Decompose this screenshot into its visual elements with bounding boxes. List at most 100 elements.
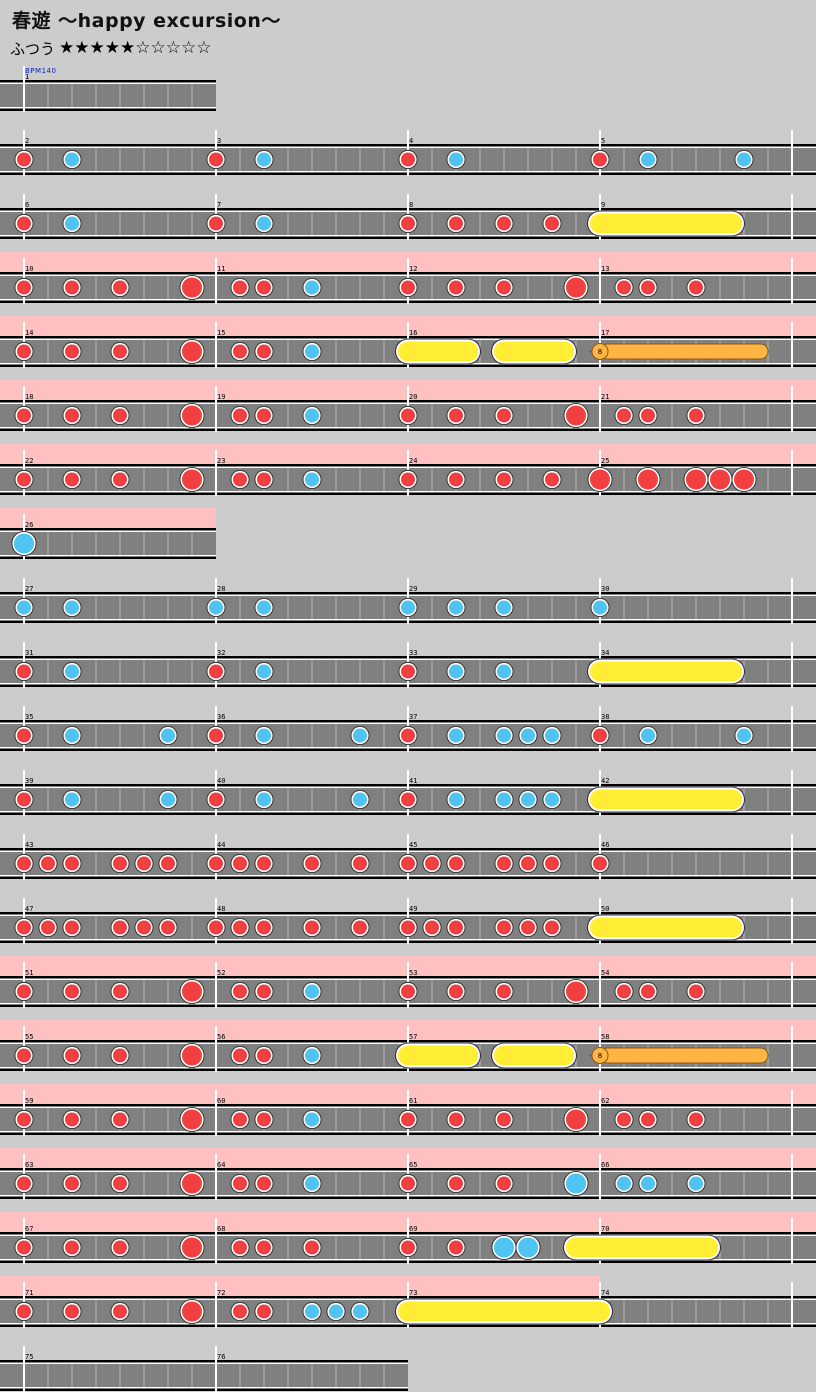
measure-number: 49: [409, 905, 417, 913]
don-note: [209, 152, 223, 167]
ka-note: [17, 600, 31, 615]
big-don-note: [686, 469, 706, 490]
measure-number: 34: [601, 649, 609, 657]
don-note: [257, 920, 271, 935]
measure-number: 4: [409, 137, 413, 145]
don-note: [233, 472, 247, 487]
drumroll-note-outline: [395, 338, 481, 365]
measure-number: 68: [217, 1225, 225, 1233]
big-ka-note: [14, 533, 34, 554]
ka-note: [257, 216, 271, 231]
measure-number: 58: [601, 1033, 609, 1041]
don-note: [65, 1112, 79, 1127]
measure-number: 47: [25, 905, 33, 913]
chart-row: 14 15 16 17 8: [0, 316, 816, 368]
balloon-count: 8: [598, 348, 602, 356]
ka-note: [305, 344, 319, 359]
ka-note: [353, 728, 367, 743]
measure-number: 17: [601, 329, 609, 337]
measure-number: 62: [601, 1097, 609, 1105]
don-note: [17, 920, 31, 935]
measure-number: 29: [409, 585, 417, 593]
ka-note: [305, 984, 319, 999]
don-note: [113, 408, 127, 423]
measure-number: 25: [601, 457, 609, 465]
don-note: [449, 1112, 463, 1127]
measure-number: 1: [25, 73, 29, 81]
balloon-tail: [599, 343, 769, 360]
big-don-note: [182, 1237, 202, 1258]
ka-note: [449, 664, 463, 679]
chart-row: 22 23 24 25: [0, 444, 816, 496]
drumroll-note: [396, 1299, 612, 1324]
don-note: [17, 1176, 31, 1191]
don-note: [17, 1112, 31, 1127]
don-note: [593, 856, 607, 871]
don-note: [113, 280, 127, 295]
ka-note: [209, 600, 223, 615]
difficulty-row: ふつう ★★★★★☆☆☆☆☆: [10, 38, 212, 58]
chart-row: 2 3 4 5: [0, 130, 816, 176]
ka-note: [449, 792, 463, 807]
bpm-label: BPM140: [25, 67, 57, 75]
chart-row: 43 44 45 46: [0, 834, 816, 880]
measure-number: 10: [25, 265, 33, 273]
don-note: [65, 1240, 79, 1255]
don-note: [641, 984, 655, 999]
don-note: [113, 920, 127, 935]
drumroll-note-outline: [587, 210, 745, 237]
don-note: [17, 1240, 31, 1255]
don-note: [17, 152, 31, 167]
chart-row: 59 60 61 62: [0, 1084, 816, 1136]
ka-note: [305, 1176, 319, 1191]
measure-number: 50: [601, 905, 609, 913]
measure-number: 36: [217, 713, 225, 721]
drumroll-note-outline: [395, 1298, 613, 1325]
don-note: [545, 216, 559, 231]
don-note: [401, 856, 415, 871]
measure-number: 16: [409, 329, 417, 337]
don-note: [641, 408, 655, 423]
measure-number: 19: [217, 393, 225, 401]
don-note: [161, 856, 175, 871]
drumroll-note: [588, 211, 744, 236]
don-note: [401, 216, 415, 231]
don-note: [113, 984, 127, 999]
ka-note: [641, 728, 655, 743]
chart-row: 67 68 69 70: [0, 1212, 816, 1264]
big-don-note: [566, 277, 586, 298]
measure-number: 12: [409, 265, 417, 273]
measure-number: 11: [217, 265, 225, 273]
don-note: [17, 1048, 31, 1063]
star-empty-icon: ☆: [181, 38, 197, 58]
measure-number: 45: [409, 841, 417, 849]
don-note: [449, 984, 463, 999]
big-don-note: [710, 469, 730, 490]
don-note: [113, 1112, 127, 1127]
gogo-band: [0, 508, 216, 528]
drumroll-note-outline: [587, 658, 745, 685]
don-note: [641, 1112, 655, 1127]
ka-note: [353, 792, 367, 807]
measure-number: 63: [25, 1161, 33, 1169]
chart-row: 35 36 37 38: [0, 706, 816, 752]
drumroll-note: [588, 787, 744, 812]
don-note: [113, 1240, 127, 1255]
measure-number: 35: [25, 713, 33, 721]
ka-note: [521, 792, 535, 807]
don-note: [17, 856, 31, 871]
don-note: [233, 920, 247, 935]
chart-row: 26: [0, 508, 216, 560]
balloon-note: [591, 1047, 609, 1064]
don-note: [593, 728, 607, 743]
balloon-count: 8: [598, 1052, 602, 1060]
don-note: [113, 856, 127, 871]
measure-number: 56: [217, 1033, 225, 1041]
measure-number: 13: [601, 265, 609, 273]
measure-number: 48: [217, 905, 225, 913]
measure-number: 2: [25, 137, 29, 145]
don-note: [65, 472, 79, 487]
don-note: [233, 984, 247, 999]
don-note: [521, 856, 535, 871]
